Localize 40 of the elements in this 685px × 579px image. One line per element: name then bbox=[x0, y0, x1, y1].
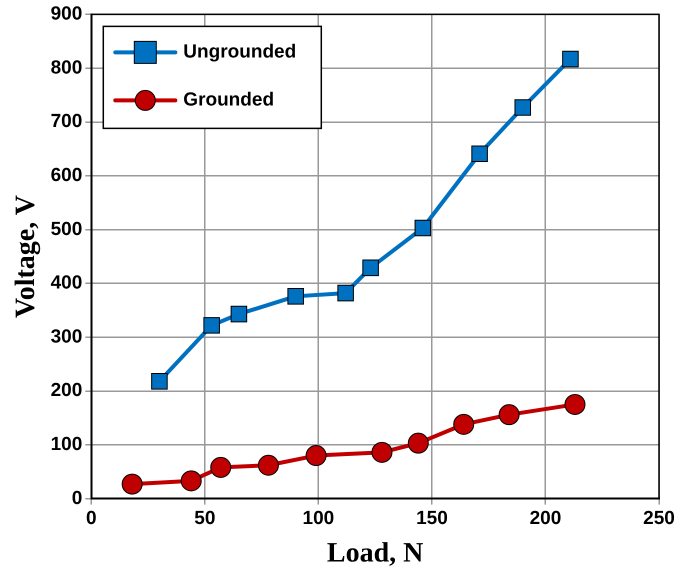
x-tick-label: 50 bbox=[194, 508, 216, 530]
y-tick-label: 600 bbox=[50, 165, 82, 186]
point bbox=[306, 445, 327, 466]
y-tick-label: 300 bbox=[50, 326, 82, 348]
point bbox=[498, 404, 520, 426]
legend-label: Grounded bbox=[183, 90, 274, 111]
point bbox=[514, 99, 532, 116]
x-axis-title: Load, N bbox=[326, 537, 424, 568]
x-tick-label: 100 bbox=[302, 508, 334, 530]
y-tick-label: 500 bbox=[50, 218, 82, 240]
y-tick-label: 200 bbox=[50, 380, 82, 402]
point bbox=[230, 306, 248, 322]
x-tick-label: 150 bbox=[416, 508, 448, 530]
point bbox=[151, 373, 168, 390]
point bbox=[258, 454, 279, 476]
y-axis-title: Voltage, V bbox=[10, 195, 42, 318]
y-tick-label: 400 bbox=[50, 272, 82, 294]
legend-label: Ungrounded bbox=[183, 42, 296, 63]
point bbox=[180, 470, 202, 492]
point bbox=[453, 414, 474, 435]
point bbox=[337, 284, 354, 302]
point bbox=[414, 220, 432, 236]
point bbox=[408, 432, 429, 454]
point bbox=[564, 394, 586, 415]
y-tick-label: 100 bbox=[50, 434, 82, 456]
point bbox=[471, 145, 488, 162]
x-tick-label: 200 bbox=[530, 508, 562, 530]
point bbox=[287, 288, 304, 305]
point bbox=[371, 442, 392, 463]
point bbox=[210, 456, 232, 478]
point bbox=[122, 474, 143, 495]
y-tick-label: 700 bbox=[50, 111, 82, 132]
x-tick-label: 0 bbox=[86, 508, 97, 530]
y-tick-label: 800 bbox=[50, 57, 82, 78]
y-tick-label: 0 bbox=[72, 488, 82, 509]
point bbox=[362, 260, 379, 276]
point bbox=[562, 50, 579, 68]
y-tick-label: 900 bbox=[50, 4, 82, 25]
x-tick-label: 250 bbox=[643, 508, 675, 530]
point bbox=[203, 317, 220, 334]
